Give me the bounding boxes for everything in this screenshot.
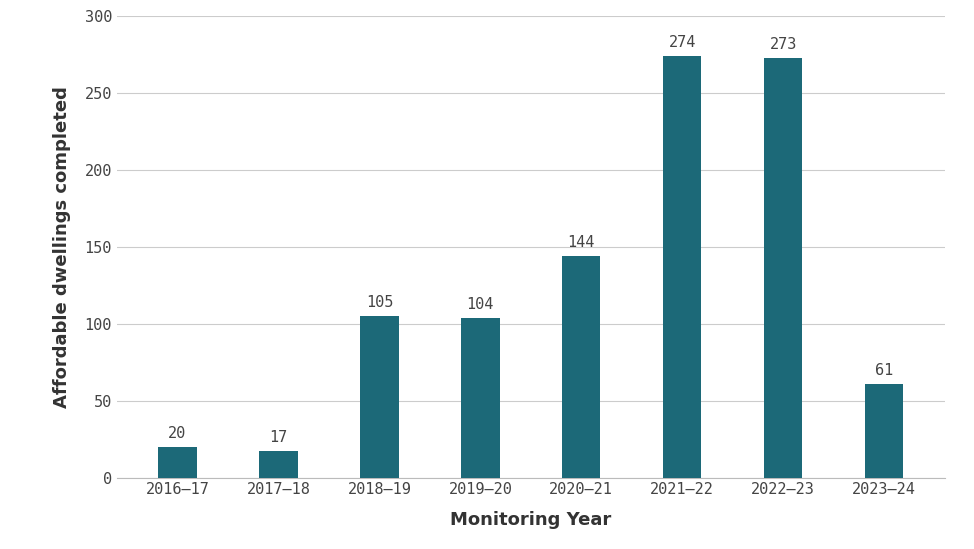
- Text: 144: 144: [568, 235, 595, 250]
- Bar: [360, 316, 398, 478]
- Text: 20: 20: [169, 425, 187, 441]
- Text: 17: 17: [269, 430, 287, 445]
- Bar: [562, 256, 601, 478]
- Y-axis label: Affordable dwellings completed: Affordable dwellings completed: [53, 86, 71, 408]
- Text: 273: 273: [769, 37, 797, 52]
- Bar: [461, 318, 500, 478]
- Bar: [663, 57, 701, 478]
- Bar: [259, 451, 298, 478]
- X-axis label: Monitoring Year: Monitoring Year: [450, 511, 612, 529]
- Text: 61: 61: [875, 363, 893, 378]
- Text: 104: 104: [467, 296, 494, 312]
- Bar: [158, 447, 197, 478]
- Text: 274: 274: [668, 35, 696, 51]
- Text: 105: 105: [365, 295, 393, 310]
- Bar: [865, 384, 904, 478]
- Bar: [764, 58, 803, 478]
